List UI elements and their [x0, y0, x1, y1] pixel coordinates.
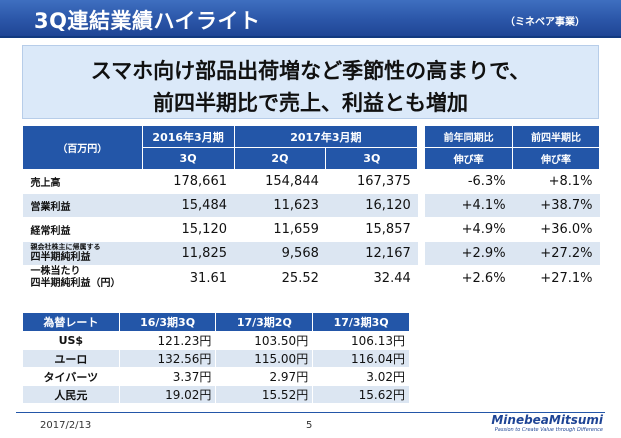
fx-currency: 人民元 [22, 385, 120, 404]
row-label: 親会社株主に帰属する 四半期純利益 [22, 241, 143, 266]
qoq-growth-header: 伸び率 [512, 147, 600, 170]
cell-gap [417, 169, 425, 194]
fx-currency: タイバーツ [22, 367, 120, 386]
yoy-header: 前年同期比 [424, 125, 514, 148]
row-label-prefix: 親会社株主に帰属する [30, 243, 101, 251]
table-row: 親会社株主に帰属する 四半期純利益 11,825 9,568 12,167 +2… [22, 241, 600, 266]
cell-qoq: +38.7% [512, 193, 600, 218]
row-label: 一株当たり 四半期純利益（円） [22, 265, 143, 291]
footer-divider [16, 412, 605, 413]
cell-yoy: -6.3% [424, 169, 513, 194]
cell-value: 167,375 [325, 169, 418, 194]
cell-gap [417, 265, 425, 291]
row-label-main: 四半期純利益 [30, 252, 91, 263]
results-table: （百万円） 2016年3月期 2017年3月期 前年同期比 前四半期比 3Q 2… [22, 125, 600, 291]
cell-value: 11,659 [234, 217, 326, 242]
cell-value: 15,484 [142, 193, 234, 218]
cell-yoy: +4.1% [424, 193, 513, 218]
fx-value: 103.50円 [215, 331, 314, 350]
cell-qoq: +27.2% [512, 241, 600, 266]
header-gap [417, 125, 426, 170]
table-row: 一株当たり 四半期純利益（円） 31.61 25.52 32.44 +2.6% … [22, 265, 600, 291]
fx-currency: US$ [22, 331, 120, 350]
company-logo: MinebeaMitsumi Passion to Create Value t… [491, 414, 603, 434]
cell-value: 15,120 [142, 217, 234, 242]
qoq-header: 前四半期比 [512, 125, 600, 148]
headline-line-1: スマホ向け部品出荷増など季節性の高まりで、 [90, 59, 531, 83]
headline-line-2: 前四半期比で売上、利益とも増加 [153, 91, 468, 115]
fx-value: 15.62円 [312, 385, 410, 404]
fx-value: 121.23円 [118, 331, 217, 350]
row-label-prefix: 一株当たり [30, 266, 81, 277]
col-fy2017-3q: 3Q [325, 147, 419, 170]
fy2016-header: 2016年3月期 [141, 125, 235, 148]
segment-tag: （ミネベア事業） [505, 17, 585, 28]
fx-row: 人民元 19.02円 15.52円 15.62円 [22, 385, 410, 404]
col-fy2016-3q: 3Q [141, 147, 235, 170]
cell-gap [417, 193, 425, 218]
cell-value: 9,568 [234, 241, 326, 266]
fx-value: 3.02円 [312, 367, 410, 386]
cell-gap [417, 217, 425, 242]
col-fy2017-2q: 2Q [233, 147, 327, 170]
fx-value: 19.02円 [118, 385, 217, 404]
cell-value: 32.44 [325, 265, 418, 291]
unit-header: （百万円） [22, 125, 143, 170]
fx-value: 132.56円 [118, 349, 217, 368]
fx-rate-table: 為替レート 16/3期3Q 17/3期2Q 17/3期3Q US$ 121.23… [22, 312, 410, 404]
yoy-growth-header: 伸び率 [424, 147, 514, 170]
fx-value: 115.00円 [215, 349, 314, 368]
row-label-main: 四半期純利益（円） [30, 278, 121, 289]
fx-row: タイバーツ 3.37円 2.97円 3.02円 [22, 367, 410, 386]
logo-tagline: Passion to Create Value through Differen… [494, 427, 603, 433]
fx-col-17-2q: 17/3期2Q [215, 312, 314, 332]
fx-value: 106.13円 [312, 331, 410, 350]
fx-col-16-3q: 16/3期3Q [118, 312, 217, 332]
table-row: 経常利益 15,120 11,659 15,857 +4.9% +36.0% [22, 217, 600, 242]
fx-currency: ユーロ [22, 349, 120, 368]
logo-wordmark: MinebeaMitsumi [491, 413, 603, 427]
cell-value: 154,844 [234, 169, 326, 194]
cell-value: 25.52 [234, 265, 326, 291]
cell-value: 178,661 [142, 169, 234, 194]
fy2017-header: 2017年3月期 [233, 125, 419, 148]
cell-value: 16,120 [325, 193, 418, 218]
fx-value: 3.37円 [118, 367, 217, 386]
fx-value: 116.04円 [312, 349, 410, 368]
table-row: 営業利益 15,484 11,623 16,120 +4.1% +38.7% [22, 193, 600, 218]
headline-box: スマホ向け部品出荷増など季節性の高まりで、 前四半期比で売上、利益とも増加 [22, 45, 599, 119]
title-bar: 3Q連結業績ハイライト （ミネベア事業） [0, 0, 621, 38]
fx-row: US$ 121.23円 103.50円 106.13円 [22, 331, 410, 350]
page-number: 5 [306, 420, 313, 431]
cell-gap [417, 241, 425, 266]
fx-value: 15.52円 [215, 385, 314, 404]
footer-date: 2017/2/13 [40, 420, 92, 431]
fx-row: ユーロ 132.56円 115.00円 116.04円 [22, 349, 410, 368]
row-label: 営業利益 [22, 193, 143, 218]
fx-header-label: 為替レート [22, 312, 120, 332]
cell-value: 11,623 [234, 193, 326, 218]
fx-value: 2.97円 [215, 367, 314, 386]
cell-value: 15,857 [325, 217, 418, 242]
table-row: 売上高 178,661 154,844 167,375 -6.3% +8.1% [22, 169, 600, 194]
cell-yoy: +2.6% [424, 265, 513, 291]
slide-title: 3Q連結業績ハイライト [34, 9, 261, 33]
cell-value: 31.61 [142, 265, 234, 291]
cell-qoq: +27.1% [512, 265, 600, 291]
cell-qoq: +8.1% [512, 169, 600, 194]
cell-value: 11,825 [142, 241, 234, 266]
row-label: 売上高 [22, 169, 143, 194]
cell-qoq: +36.0% [512, 217, 600, 242]
cell-yoy: +2.9% [424, 241, 513, 266]
row-label: 経常利益 [22, 217, 143, 242]
cell-yoy: +4.9% [424, 217, 513, 242]
cell-value: 12,167 [325, 241, 418, 266]
fx-col-17-3q: 17/3期3Q [312, 312, 410, 332]
